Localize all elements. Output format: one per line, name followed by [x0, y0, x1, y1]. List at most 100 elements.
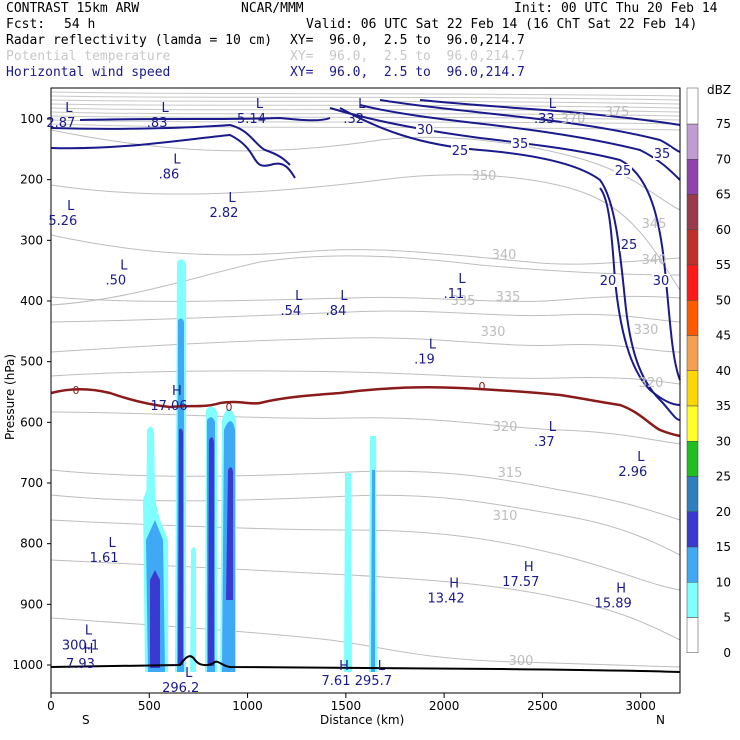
- colorbar-swatch: [686, 123, 699, 160]
- y-tick-label: 400: [20, 294, 43, 308]
- colorbar-swatch: [686, 546, 699, 583]
- y-tick-label: 500: [20, 355, 43, 369]
- high-marker: H7.61: [322, 659, 351, 689]
- x-tick-label: 500: [138, 699, 161, 713]
- colorbar-top: [686, 87, 699, 125]
- upper-theta-band: [50, 91, 681, 131]
- freezing-level-line: [50, 385, 681, 438]
- chart-title: CONTRAST 15km ARW: [6, 1, 140, 16]
- freezing-label: 0: [226, 401, 233, 414]
- init-time: Init: 00 UTC Thu 20 Feb 14: [514, 1, 718, 16]
- low-marker: L1.61: [90, 536, 119, 566]
- colorbar-swatch: [686, 335, 699, 371]
- colorbar-label: 60: [716, 223, 731, 237]
- wind-label-bg: [599, 274, 617, 287]
- marker-value: .54: [280, 304, 301, 319]
- terrain-line: [50, 655, 681, 673]
- low-marker: L.84: [326, 289, 349, 319]
- marker-value: .32: [343, 112, 364, 127]
- forecast-label: Fcst:: [6, 17, 46, 32]
- y-tick-label: 200: [20, 173, 43, 187]
- colorbar-label: 10: [716, 575, 731, 589]
- contour-labels: 20 25 25 25 30 30 35 35 375 370 350 345 340 340 335 335…: [73, 105, 671, 669]
- colorbar-swatch: [686, 476, 699, 512]
- low-marker: L5.26: [48, 199, 77, 229]
- marker-value: .37: [534, 435, 555, 450]
- colorbar-label: 40: [716, 364, 731, 378]
- high-marker: H17.06: [150, 384, 187, 414]
- low-marker: L.83: [147, 101, 170, 131]
- marker-symbol: L: [120, 259, 128, 274]
- wind-contour-label: 35: [512, 137, 529, 152]
- marker-symbol: L: [295, 289, 303, 304]
- marker-value: .11: [444, 287, 465, 302]
- theta-contour-label: 340: [642, 253, 667, 268]
- colorbar-label: 75: [716, 117, 731, 131]
- low-marker: L.32: [343, 97, 366, 127]
- marker-value: .83: [147, 116, 168, 131]
- colorbar-label: 25: [716, 470, 731, 484]
- marker-value: .33: [534, 112, 555, 127]
- marker-symbol: L: [549, 97, 557, 112]
- wind-contour-label: 30: [417, 123, 434, 138]
- freezing-label: 0: [73, 384, 80, 397]
- wind-label-bg: [653, 147, 671, 160]
- colorbar-swatch: [686, 264, 699, 301]
- theta-contour-label: 300: [509, 654, 534, 669]
- high-marker: H13.42: [427, 576, 464, 606]
- marker-value: 17.57: [502, 575, 539, 590]
- colorbar-swatch: [686, 370, 699, 407]
- low-marker: L5.14: [237, 97, 266, 127]
- model-source: NCAR/MMM: [241, 1, 304, 16]
- colorbar-label: 0: [723, 646, 731, 660]
- low-marker: L2.96: [618, 450, 647, 480]
- marker-symbol: L: [637, 450, 645, 465]
- colorbar-swatch: [686, 511, 699, 548]
- wind-label-bg: [416, 123, 434, 136]
- south-label: S: [82, 713, 90, 727]
- marker-value: 5.14: [237, 112, 266, 127]
- theta-contour-label: 310: [493, 509, 518, 524]
- colorbar-swatch: [686, 194, 699, 230]
- theta-contour-label: 315: [498, 466, 523, 481]
- wind-label-bg: [451, 144, 469, 157]
- marker-symbol: L: [378, 659, 386, 674]
- marker-symbol: L: [429, 337, 437, 352]
- high-marker: H17.57: [502, 560, 539, 590]
- field-wind-name: Horizontal wind speed: [6, 65, 171, 80]
- north-label: N: [656, 713, 665, 727]
- marker-symbol: H: [84, 642, 94, 657]
- x-tick-label: 3000: [625, 699, 656, 713]
- theta-contour-label: 340: [492, 248, 517, 263]
- colorbar-swatch: [686, 582, 699, 618]
- marker-value: 295.7: [355, 674, 392, 689]
- y-axis: 100 200 300 400 500 600 700 800 900 1000: [12, 112, 51, 672]
- low-marker: L.50: [106, 259, 129, 289]
- freezing-label: 0: [479, 380, 486, 393]
- marker-value: 2.96: [618, 465, 647, 480]
- colorbar-label: 15: [716, 540, 731, 554]
- colorbar-swatch: [686, 300, 699, 336]
- plot-frame: [50, 87, 681, 694]
- low-marker: L.19: [414, 337, 437, 367]
- theta-contour-label: 320: [639, 376, 664, 391]
- low-marker: L2.87: [46, 101, 75, 131]
- field-wind-xy: XY= 96.0, 2.5 to 96.0,214.7: [290, 65, 525, 80]
- wind-label-bg: [511, 137, 529, 150]
- marker-symbol: H: [616, 581, 626, 596]
- marker-symbol: L: [162, 101, 170, 116]
- marker-symbol: L: [85, 624, 93, 639]
- wind-label-bg: [614, 164, 632, 177]
- marker-symbol: L: [108, 536, 116, 551]
- theta-contour-label: 330: [634, 323, 659, 338]
- colorbar-swatch: [686, 229, 699, 266]
- wind-contour-label: 25: [615, 164, 632, 179]
- y-tick-label: 100: [20, 112, 43, 126]
- colorbar-label: 50: [716, 293, 731, 307]
- wind-label-bg: [620, 238, 638, 251]
- colorbar-swatch: [686, 405, 699, 442]
- y-tick-label: 1000: [12, 658, 43, 672]
- marker-value: 7.93: [66, 657, 95, 672]
